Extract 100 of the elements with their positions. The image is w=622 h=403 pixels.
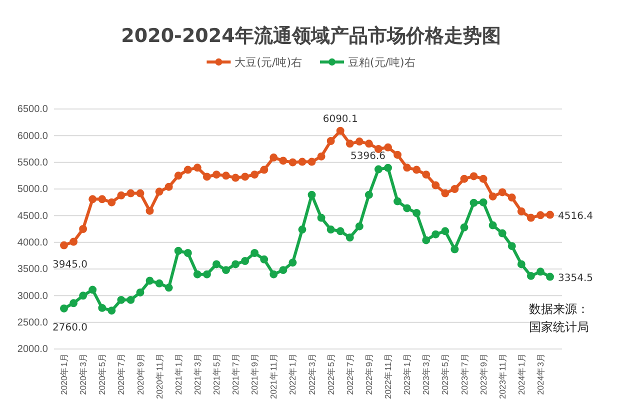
point	[241, 172, 250, 181]
point	[298, 226, 306, 234]
point	[79, 292, 88, 300]
point	[460, 223, 468, 232]
point	[308, 190, 316, 199]
x-tick-label: 2020年3月	[78, 353, 88, 395]
point	[88, 195, 97, 204]
x-tick-label: 2021年5月	[211, 353, 222, 395]
point	[279, 266, 288, 274]
point	[317, 214, 326, 222]
point	[250, 170, 259, 179]
point	[279, 156, 288, 165]
point	[460, 174, 468, 183]
point	[60, 304, 68, 312]
x-tick-label: 2023年3月	[421, 353, 432, 395]
point	[374, 165, 382, 174]
x-tick-label: 2024年1月	[516, 353, 526, 395]
point	[202, 270, 211, 278]
point	[450, 245, 459, 254]
point	[136, 288, 144, 296]
chart-title: 2020-2024年流通领域产品市场价格走势图	[121, 25, 501, 47]
x-tick-label: 2020年9月	[135, 353, 146, 395]
x-tick-label: 2020年5月	[97, 353, 108, 395]
point	[184, 166, 192, 174]
point	[479, 198, 488, 206]
y-tick-label: 2000.0	[17, 344, 48, 356]
point	[326, 137, 335, 145]
point	[355, 222, 364, 230]
point	[536, 211, 544, 220]
y-tick-label: 3500.0	[17, 264, 48, 276]
point	[450, 185, 459, 193]
point	[508, 194, 516, 202]
x-tick-label: 2022年11月	[383, 353, 394, 400]
legend-label: 豆粕(元/吨)右	[348, 56, 416, 69]
x-tick-label: 2022年5月	[326, 353, 336, 395]
point	[98, 195, 106, 204]
x-tick-label: 2022年1月	[288, 353, 298, 395]
point	[508, 242, 516, 250]
point	[193, 270, 202, 278]
data-label: 3354.5	[558, 272, 593, 284]
x-tick-label: 2023年9月	[478, 353, 488, 395]
point	[488, 192, 497, 200]
point	[270, 270, 278, 278]
point	[403, 164, 412, 172]
annotation: 数据来源：国家统计局	[529, 301, 590, 336]
point	[336, 227, 344, 236]
point	[470, 198, 478, 207]
point	[326, 226, 335, 234]
point	[403, 204, 412, 212]
point	[126, 296, 135, 304]
point	[146, 276, 154, 285]
point	[202, 172, 211, 181]
point	[184, 249, 192, 257]
point	[164, 284, 173, 292]
point	[488, 221, 497, 230]
point	[346, 234, 354, 242]
point	[422, 170, 430, 179]
point	[517, 207, 526, 216]
point	[422, 236, 430, 244]
point	[222, 172, 230, 180]
point	[174, 246, 182, 255]
point	[117, 191, 126, 200]
point	[260, 255, 268, 264]
point	[117, 296, 126, 304]
point	[364, 140, 373, 148]
x-tick-label: 2024年3月	[535, 353, 546, 395]
x-tick-label: 2023年7月	[459, 353, 470, 395]
point	[526, 214, 535, 222]
point	[164, 182, 173, 191]
y-tick-label: 2500.0	[17, 318, 48, 329]
data-label: 6090.1	[322, 114, 358, 125]
point	[250, 249, 259, 257]
x-tick-label: 2022年7月	[344, 353, 355, 395]
point	[98, 304, 106, 312]
x-tick-label: 2022年3月	[306, 353, 317, 395]
point	[298, 158, 306, 166]
x-tick-label: 2023年1月	[402, 353, 412, 395]
point	[308, 158, 316, 166]
point	[70, 299, 78, 308]
x-tick-label: 2020年11月	[154, 353, 164, 400]
x-tick-label: 2021年3月	[192, 353, 202, 395]
point	[108, 306, 116, 315]
data-label: 3945.0	[52, 259, 88, 270]
x-tick-label: 2023年11月	[497, 353, 508, 400]
x-tick-label: 2022年9月	[364, 353, 374, 395]
point	[155, 279, 164, 288]
point	[432, 181, 440, 190]
y-tick-label: 6000.0	[17, 130, 48, 142]
point	[79, 225, 88, 233]
point	[212, 170, 220, 179]
point	[136, 189, 144, 198]
point	[241, 257, 250, 265]
point	[126, 189, 135, 198]
point	[70, 238, 78, 246]
point	[384, 164, 392, 172]
point	[60, 241, 68, 250]
point	[336, 126, 344, 135]
point	[174, 172, 182, 180]
point	[88, 286, 97, 294]
point	[498, 229, 506, 238]
